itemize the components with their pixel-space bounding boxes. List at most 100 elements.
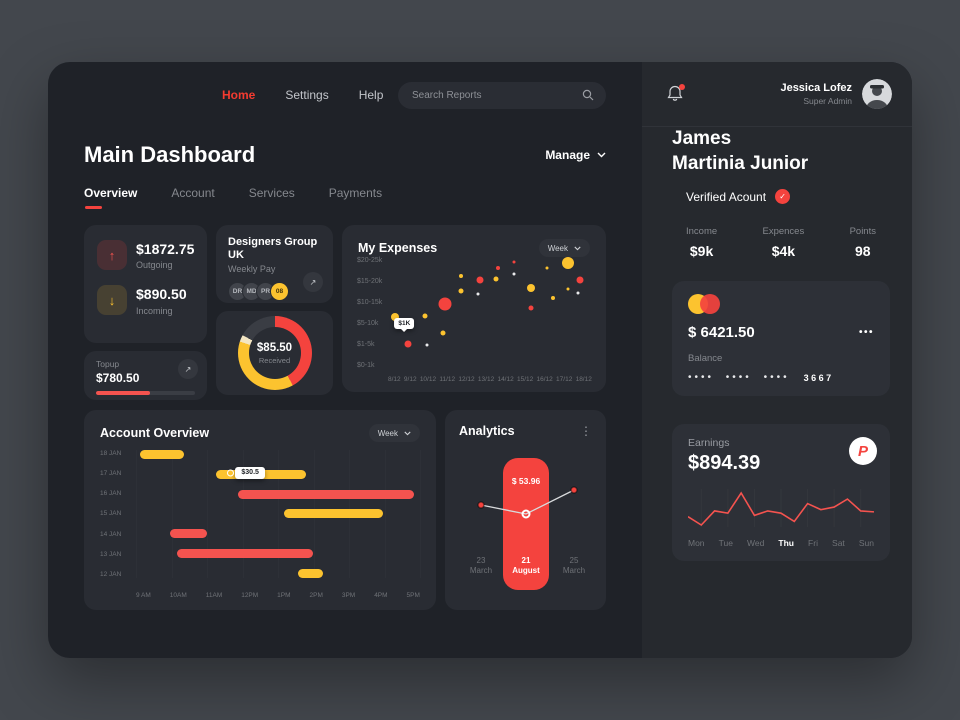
user-info[interactable]: Jessica Lofez Super Admin [780,82,852,106]
expense-bubble [545,266,549,270]
overview-head: Account Overview Week [100,424,420,442]
topup-open-button[interactable]: ↗ [178,359,198,379]
overview-gridline [136,450,137,578]
topup-card: Topup $780.50 ↗ [84,351,207,400]
card-menu-icon[interactable]: ••• [858,327,874,339]
team-open-button[interactable]: ↗ [303,272,323,292]
overview-y-label: 17 JAN [100,470,122,478]
expense-bubble [438,297,452,311]
overview-bar [238,489,415,499]
balance-card: $ 6421.50 ••• Balance •••• •••• •••• 366… [672,281,890,397]
topup-progress-fill [96,391,151,395]
overview-rows: $30.5 [136,450,420,578]
expenses-y-label: $10-15k [357,299,383,306]
nav-item-help[interactable]: Help [358,88,384,102]
expenses-range-dropdown[interactable]: Week [538,239,590,257]
expenses-x-label: 13/12 [477,376,495,383]
overview-x-label: 9 AM [136,592,151,599]
expenses-x-labels: 8/12 9/12 10/12 11/12 12/12 13/12 14/12 15/12 16… [388,376,592,383]
earnings-amount: $894.39 [688,452,761,475]
earnings-day-label: Wed [747,538,765,549]
stat-expences-value: $4k [771,243,796,260]
expense-bubble [576,276,584,284]
search-icon[interactable] [582,89,594,101]
notification-bell-icon[interactable] [666,84,686,104]
earnings-card: Earnings $894.39 P Mon Tue Wed Thu Fri Sat Sun [672,424,890,562]
expenses-x-label: 14/12 [497,376,514,383]
analytics-date-label: 21 August [512,556,540,576]
expenses-plot: $1K [388,255,592,364]
chevron-down-icon [574,246,581,250]
overview-x-label: 11AM [205,592,223,599]
topup-label: Topup [96,359,120,369]
avatar-chip: 08 [270,282,289,302]
expenses-x-label: 11/12 [439,376,456,383]
tab-payments[interactable]: Payments [328,186,383,200]
search-bar[interactable] [398,81,606,109]
top-nav: Home Settings Help [84,62,606,128]
outgoing-stat: ↑ $1872.75 Outgoing [97,240,194,270]
earnings-sparkline [688,489,874,528]
expenses-head: My Expenses Week [358,239,590,257]
team-avatars: DR MD PR 08 [228,282,321,302]
expense-bubble [476,292,480,296]
outgoing-label: Outgoing [136,260,173,271]
expense-bubble [422,313,428,319]
chevron-down-icon [404,431,411,435]
stat-income: Income $9k [686,226,717,259]
overview-y-label: 13 JAN [100,550,122,558]
nav-item-settings[interactable]: Settings [285,88,329,102]
expense-bubble [493,276,499,282]
stat-points: Points 98 [850,226,876,259]
expenses-x-label: 8/12 [388,376,401,383]
right-panel: Jessica Lofez Super Admin James Martinia… [642,62,912,658]
stat-income-value: $9k [689,243,714,260]
expense-bubble [440,330,446,336]
expenses-x-label: 17/12 [556,376,573,383]
expenses-range-label: Week [547,243,568,253]
profile-stats: Income $9k Expences $4k Points 98 [686,226,876,259]
expenses-x-label: 15/12 [516,376,534,383]
expenses-x-label: 18/12 [575,376,592,383]
incoming-label: Incoming [136,305,173,316]
overview-range-dropdown[interactable]: Week [368,424,420,442]
manage-label: Manage [545,148,590,162]
account-overview-card: Account Overview Week 18 JAN 17 JAN 16 JAN… [84,410,436,610]
overview-bar [170,529,207,539]
manage-dropdown[interactable]: Manage [545,148,606,162]
overview-gridline [384,450,386,578]
card-number-masked: •••• •••• •••• [688,372,790,384]
client-name: James Martinia Junior [672,128,809,174]
overview-x-labels: 9 AM 10AM 11AM 12PM 1PM 2PM 3PM 4PM 5PM [136,592,420,599]
nav-item-home[interactable]: Home [222,88,256,102]
overview-gridline [242,450,244,578]
verified-row: Verified Acount ✓ [686,189,890,205]
overview-bar [140,450,185,459]
balance-amount: $ 6421.50 [688,324,755,342]
overview-x-label: 5PM [406,592,420,599]
tab-services[interactable]: Services [248,186,295,200]
expenses-y-label: $20-25k [357,257,383,264]
team-card: Designers Group UK Weekly Pay DR MD PR 08 ↗ [216,225,333,303]
expenses-tooltip: $1K [394,318,415,330]
tabs: Overview Account Services Payments [84,186,606,209]
overview-y-label: 18 JAN [100,450,122,457]
overview-row [136,549,420,559]
tab-account[interactable]: Account [171,186,215,200]
earnings-day-label: Sun [858,538,874,549]
main-section: Home Settings Help Main Dashboard Manage… [48,62,642,658]
card-number-last4: 3667 [803,372,834,383]
topup-progress [96,391,195,395]
expense-bubble [391,313,400,322]
user-avatar[interactable] [862,79,892,109]
tab-overview[interactable]: Overview [84,186,137,209]
expense-bubble [496,266,501,271]
expenses-y-label: $0-1k [357,362,375,369]
kebab-menu-icon[interactable]: ⋮ [580,424,592,438]
balance-row: $ 6421.50 ••• [688,324,874,341]
analytics-head: Analytics ⋮ [459,424,592,438]
search-input[interactable] [410,88,582,102]
analytics-title: Analytics [459,424,515,438]
expense-bubble [459,273,464,278]
overview-row [136,509,420,519]
